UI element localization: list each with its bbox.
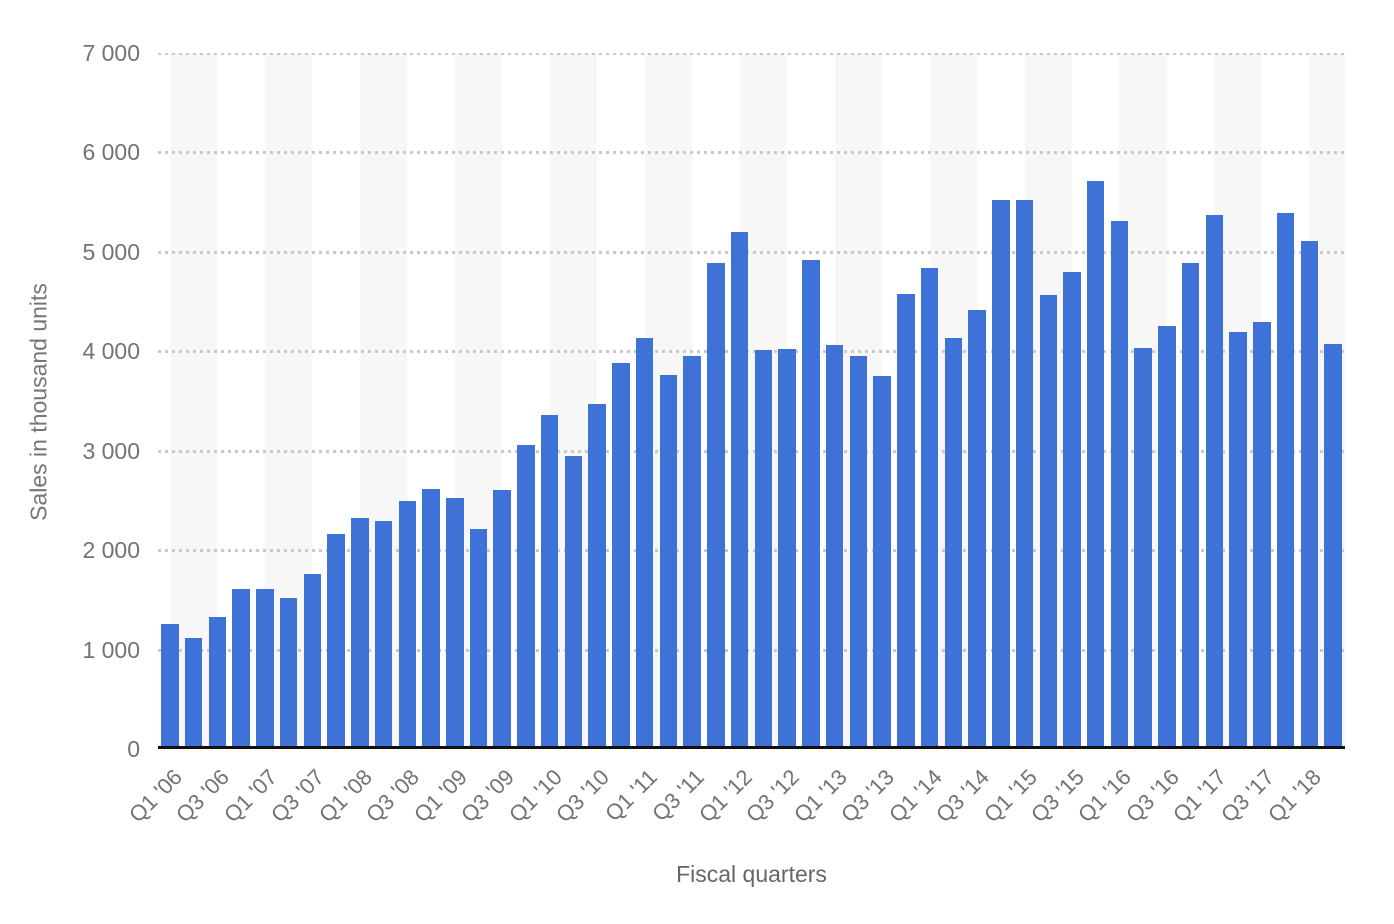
gridline [158,151,1345,155]
x-axis-line [158,746,1345,749]
gridline [158,549,1345,553]
bar[interactable] [825,345,844,749]
gridline [158,53,1345,55]
bar[interactable] [992,200,1010,749]
bar[interactable] [707,262,725,749]
bar[interactable] [635,337,654,749]
bar[interactable] [208,617,227,749]
bar[interactable] [469,528,488,749]
bar[interactable] [778,349,796,749]
bar[interactable] [184,638,203,749]
bar[interactable] [1015,200,1034,749]
bar[interactable] [1229,331,1247,749]
bar[interactable] [327,533,345,749]
x-axis-title: Fiscal quarters [676,861,827,887]
bar[interactable] [1300,240,1319,749]
bar[interactable] [351,518,369,749]
bar[interactable] [540,414,559,749]
bar[interactable] [1205,214,1224,749]
bar[interactable] [1134,347,1152,749]
y-tick-label: 5 000 [82,238,140,265]
bar[interactable] [944,337,963,749]
plot-area [158,53,1345,749]
bar[interactable] [897,294,915,749]
bar[interactable] [1063,272,1081,749]
bar[interactable] [279,598,298,749]
y-tick-label: 3 000 [82,437,140,464]
gridline [158,449,1345,453]
bar[interactable] [303,573,322,749]
bar[interactable] [754,349,773,749]
bar[interactable] [1158,326,1176,749]
bar[interactable] [1324,343,1342,749]
y-tick-label: 0 [127,736,140,762]
gridline [158,648,1345,652]
bar[interactable] [612,362,630,749]
bar[interactable] [873,375,891,749]
bar[interactable] [374,521,393,749]
bar[interactable] [659,375,678,749]
bar[interactable] [1181,263,1200,749]
bar[interactable] [920,268,939,749]
bar[interactable] [802,259,820,749]
bar[interactable] [968,310,986,749]
bar[interactable] [517,445,535,749]
y-tick-label: 2 000 [82,537,140,564]
bar[interactable] [1039,295,1057,749]
bar[interactable] [588,403,606,749]
bar[interactable] [493,490,511,749]
bar[interactable] [1086,181,1105,749]
y-tick-label: 7 000 [82,40,140,66]
y-tick-label: 6 000 [82,139,140,166]
bar[interactable] [849,356,868,749]
y-axis-title: Sales in thousand units [25,283,52,521]
bar[interactable] [564,456,583,749]
bar[interactable] [446,498,464,749]
bar[interactable] [398,500,417,749]
bar[interactable] [161,624,179,749]
bar[interactable] [730,232,749,749]
bar[interactable] [683,356,701,749]
bar[interactable] [1276,213,1295,749]
y-tick-label: 4 000 [82,338,140,365]
bar[interactable] [1253,322,1271,749]
bar[interactable] [1110,220,1129,749]
bar[interactable] [232,588,250,749]
bar[interactable] [256,589,274,749]
y-tick-label: 1 000 [82,636,140,663]
bar[interactable] [422,489,440,749]
gridline [158,350,1345,354]
gridline [158,250,1345,254]
